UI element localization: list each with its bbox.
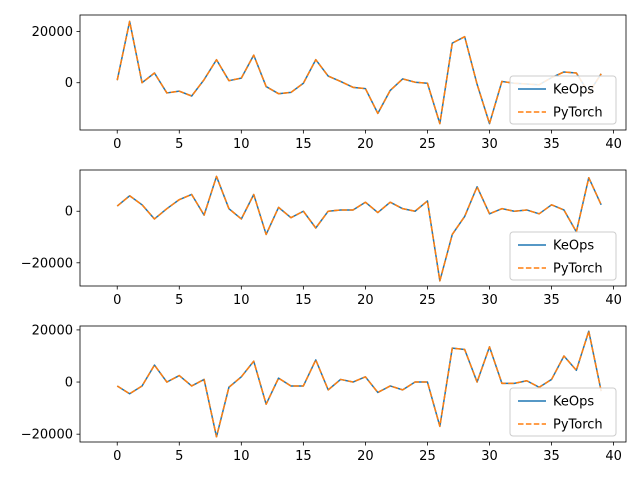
legend-label-pytorch: PyTorch xyxy=(553,106,603,121)
subplot-1: 0 5 10 15 20 25 30 35 40 0 20000 KeOps PyTorch xyxy=(32,14,627,152)
legend: KeOps PyTorch xyxy=(509,387,617,437)
x-tick-label: 30 xyxy=(481,137,498,152)
axes-frame xyxy=(79,325,627,443)
x-tick-label: 0 xyxy=(113,137,121,152)
x-tick-label: 5 xyxy=(175,293,183,308)
x-tick-label: 20 xyxy=(357,293,374,308)
x-tick-label: 5 xyxy=(175,449,183,464)
y-tick-label: 0 xyxy=(65,76,73,91)
legend-label-keops: KeOps xyxy=(553,83,594,98)
y-tick-label: −20000 xyxy=(21,428,73,443)
legend: KeOps PyTorch xyxy=(509,75,617,125)
y-tick-label: −20000 xyxy=(21,256,73,271)
x-tick-label: 20 xyxy=(357,449,374,464)
x-tick-label: 0 xyxy=(113,293,121,308)
x-tick-label: 30 xyxy=(481,293,498,308)
legend-label-keops: KeOps xyxy=(553,239,594,254)
x-tick-label: 15 xyxy=(295,137,312,152)
x-tick-label: 25 xyxy=(419,137,436,152)
axes-frame xyxy=(79,14,627,131)
x-tick-label: 10 xyxy=(233,293,250,308)
x-tick-label: 40 xyxy=(605,449,622,464)
series-line-pytorch xyxy=(116,20,602,125)
x-tick-label: 10 xyxy=(233,137,250,152)
subplot-2: 0 5 10 15 20 25 30 35 40 −20000 0 KeOps PyTorch xyxy=(21,169,627,308)
x-tick-label: 25 xyxy=(419,293,436,308)
axes-frame xyxy=(79,169,627,287)
x-tick-label: 0 xyxy=(113,449,121,464)
x-tick-label: 35 xyxy=(543,293,560,308)
legend-label-keops: KeOps xyxy=(553,395,594,410)
y-tick-label: 0 xyxy=(65,376,73,391)
series-line-pytorch xyxy=(116,330,602,438)
x-tick-label: 15 xyxy=(295,449,312,464)
x-tick-label: 35 xyxy=(543,449,560,464)
x-tick-label: 25 xyxy=(419,449,436,464)
x-tick-label: 40 xyxy=(605,137,622,152)
subplot-3: 0 5 10 15 20 25 30 35 40 −20000 0 20000 KeOps PyTorch xyxy=(21,323,627,464)
y-tick-label: 20000 xyxy=(32,25,73,40)
y-tick-label: 20000 xyxy=(32,323,73,338)
x-tick-label: 30 xyxy=(481,449,498,464)
x-tick-label: 5 xyxy=(175,137,183,152)
legend-label-pytorch: PyTorch xyxy=(553,418,603,433)
x-tick-label: 15 xyxy=(295,293,312,308)
x-tick-label: 20 xyxy=(357,137,374,152)
legend: KeOps PyTorch xyxy=(509,231,617,281)
x-tick-label: 40 xyxy=(605,293,622,308)
legend-label-pytorch: PyTorch xyxy=(553,262,603,277)
x-tick-label: 35 xyxy=(543,137,560,152)
series-line-pytorch xyxy=(116,175,602,282)
x-tick-label: 10 xyxy=(233,449,250,464)
y-tick-label: 0 xyxy=(65,205,73,220)
